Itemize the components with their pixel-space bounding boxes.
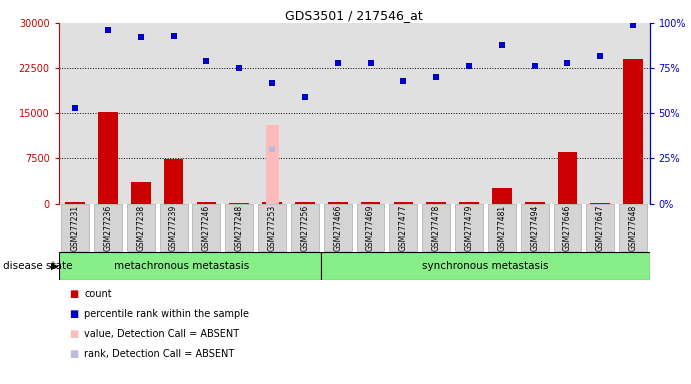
FancyBboxPatch shape — [357, 205, 384, 251]
Text: disease state: disease state — [3, 261, 73, 271]
FancyBboxPatch shape — [553, 205, 581, 251]
Bar — [459, 202, 479, 204]
FancyBboxPatch shape — [587, 205, 614, 251]
FancyBboxPatch shape — [619, 205, 647, 251]
Bar — [265, 125, 278, 204]
Text: GSM277647: GSM277647 — [596, 204, 605, 251]
Text: GSM277478: GSM277478 — [432, 204, 441, 251]
FancyBboxPatch shape — [258, 205, 286, 251]
Bar — [623, 59, 643, 204]
FancyBboxPatch shape — [225, 205, 253, 251]
Text: GSM277469: GSM277469 — [366, 204, 375, 251]
Point — [234, 65, 245, 71]
Text: GSM277248: GSM277248 — [235, 204, 244, 251]
Text: GSM277236: GSM277236 — [104, 204, 113, 251]
Bar — [492, 189, 511, 204]
FancyBboxPatch shape — [321, 252, 650, 280]
Point — [201, 58, 212, 64]
Bar — [361, 202, 380, 204]
Bar — [131, 182, 151, 204]
Text: synchronous metastasis: synchronous metastasis — [422, 261, 549, 271]
Text: GSM277239: GSM277239 — [169, 204, 178, 251]
FancyBboxPatch shape — [521, 205, 549, 251]
Bar — [229, 203, 249, 204]
Bar — [393, 202, 413, 204]
Point — [464, 63, 475, 70]
Text: GSM277648: GSM277648 — [629, 204, 638, 251]
Point — [102, 27, 113, 33]
Point — [267, 146, 278, 152]
FancyBboxPatch shape — [127, 205, 155, 251]
FancyBboxPatch shape — [455, 205, 483, 251]
Text: value, Detection Call = ABSENT: value, Detection Call = ABSENT — [84, 329, 239, 339]
Text: count: count — [84, 289, 112, 299]
Text: GSM277481: GSM277481 — [498, 204, 507, 251]
Text: ▶: ▶ — [51, 261, 59, 271]
Text: rank, Detection Call = ABSENT: rank, Detection Call = ABSENT — [84, 349, 234, 359]
Bar — [295, 202, 314, 204]
Point — [70, 105, 81, 111]
FancyBboxPatch shape — [193, 205, 220, 251]
Bar — [524, 202, 545, 204]
FancyBboxPatch shape — [94, 205, 122, 251]
Bar — [196, 202, 216, 204]
Title: GDS3501 / 217546_at: GDS3501 / 217546_at — [285, 9, 423, 22]
FancyBboxPatch shape — [291, 205, 319, 251]
Point — [135, 35, 146, 41]
Point — [267, 79, 278, 86]
Text: GSM277479: GSM277479 — [464, 204, 473, 251]
FancyBboxPatch shape — [422, 205, 450, 251]
Point — [299, 94, 310, 100]
FancyBboxPatch shape — [390, 205, 417, 251]
FancyBboxPatch shape — [324, 205, 352, 251]
Point — [168, 33, 179, 39]
Bar — [426, 202, 446, 204]
Text: GSM277253: GSM277253 — [267, 204, 276, 251]
Text: percentile rank within the sample: percentile rank within the sample — [84, 309, 249, 319]
Bar — [590, 203, 610, 204]
Text: GSM277238: GSM277238 — [136, 204, 145, 251]
Point — [430, 74, 442, 80]
Point — [398, 78, 409, 84]
Text: GSM277246: GSM277246 — [202, 204, 211, 251]
Text: ■: ■ — [69, 349, 78, 359]
Text: ■: ■ — [69, 329, 78, 339]
Bar — [558, 152, 577, 204]
Text: GSM277466: GSM277466 — [333, 204, 342, 251]
FancyBboxPatch shape — [488, 205, 515, 251]
Text: ■: ■ — [69, 309, 78, 319]
Text: GSM277494: GSM277494 — [530, 204, 539, 251]
Point — [529, 63, 540, 70]
Point — [496, 41, 507, 48]
Bar — [65, 202, 85, 204]
Point — [562, 60, 573, 66]
FancyBboxPatch shape — [59, 252, 321, 280]
Text: ■: ■ — [69, 289, 78, 299]
Bar — [328, 202, 348, 204]
Point — [595, 53, 606, 59]
Bar — [262, 202, 282, 204]
Bar — [98, 112, 117, 204]
Bar — [164, 159, 183, 204]
Text: GSM277477: GSM277477 — [399, 204, 408, 251]
FancyBboxPatch shape — [61, 205, 89, 251]
Text: metachronous metastasis: metachronous metastasis — [114, 261, 249, 271]
Point — [365, 60, 376, 66]
Text: GSM277231: GSM277231 — [70, 204, 79, 251]
Text: GSM277256: GSM277256 — [301, 204, 310, 251]
Point — [332, 60, 343, 66]
Text: GSM277646: GSM277646 — [563, 204, 572, 251]
FancyBboxPatch shape — [160, 205, 187, 251]
Point — [627, 22, 638, 28]
